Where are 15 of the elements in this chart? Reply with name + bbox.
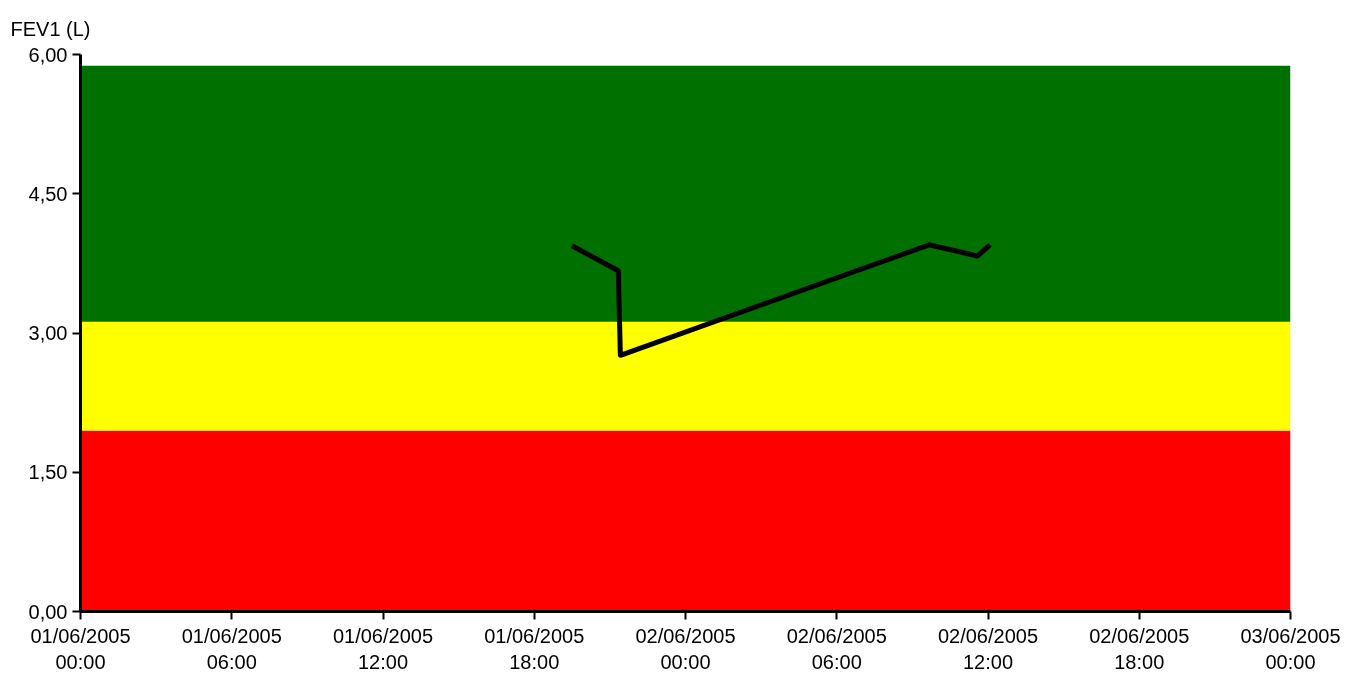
- y-tick-label: 3,00: [28, 322, 68, 344]
- x-tick-label: 02/06/2005 12:00: [937, 624, 1039, 673]
- y-tick-label: 1,50: [28, 461, 68, 484]
- x-tick-label: 02/06/2005 18:00: [1089, 624, 1190, 673]
- x-tick-label: 01/06/2005 06:00: [181, 624, 282, 673]
- y-tick-label: 0,00: [28, 600, 68, 623]
- x-tick-label: 01/06/2005 00:00: [30, 624, 131, 673]
- x-tick-label: 03/06/2005 00:00: [1240, 624, 1341, 673]
- y-tick-label: 4,50: [28, 182, 68, 205]
- x-tick-label: 01/06/2005 18:00: [484, 624, 585, 673]
- x-tick-label: 02/06/2005 06:00: [786, 624, 887, 673]
- y-axis-title: FEV1 (L): [10, 17, 91, 40]
- x-tick-label: 01/06/2005 12:00: [332, 624, 434, 673]
- y-tick-label: 6,00: [28, 43, 68, 66]
- x-tick-label: 02/06/2005 00:00: [635, 624, 736, 673]
